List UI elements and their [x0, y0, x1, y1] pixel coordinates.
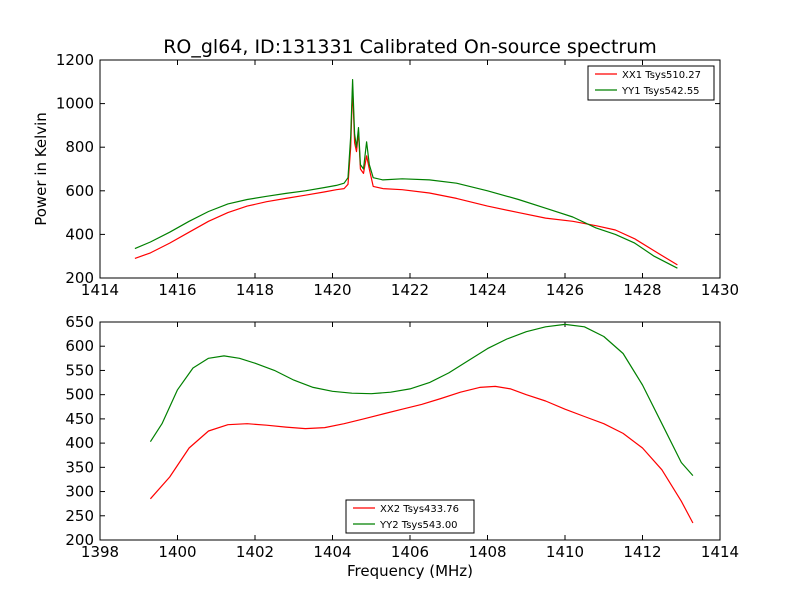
top-legend: XX1 Tsys510.27 YY1 Tsys542.55 [587, 65, 715, 101]
y-tick-label: 600 [65, 182, 94, 200]
y-tick-label: 600 [65, 337, 94, 355]
y-tick-label: 250 [65, 507, 94, 525]
top-panel: 1414 1416 1418 1420 1422 1424 1426 1428 1430 200… [32, 51, 739, 299]
bottom-legend-label-1: XX2 Tsys433.76 [380, 504, 459, 515]
bottom-legend: XX2 Tsys433.76 YY2 Tsys543.00 [345, 499, 475, 534]
series-line-2 [134, 79, 678, 269]
x-tick-label: 1428 [623, 281, 661, 299]
series-line-2 [149, 323, 694, 476]
x-tick-label: 1418 [236, 281, 274, 299]
top-x-ticks: 1414 1416 1418 1420 1422 1424 1426 1428 1430 [81, 60, 739, 299]
y-tick-label: 400 [65, 434, 94, 452]
y-tick-label: 650 [65, 313, 94, 331]
x-tick-label: 1414 [81, 281, 119, 299]
y-tick-label: 300 [65, 483, 94, 501]
x-tick-label: 1420 [313, 281, 351, 299]
y-tick-label: 800 [65, 138, 94, 156]
x-tick-label: 1416 [158, 281, 196, 299]
y-tick-label: 200 [65, 269, 94, 287]
series-line-1 [149, 385, 694, 524]
y-tick-label: 500 [65, 386, 94, 404]
y-tick-label: 350 [65, 458, 94, 476]
chart-title: RO_gl64, ID:131331 Calibrated On-source … [163, 36, 657, 58]
top-y-ticks: 200 400 600 800 1000 1200 [56, 51, 720, 287]
top-legend-label-1: XX1 Tsys510.27 [622, 70, 701, 81]
x-tick-label: 1422 [391, 281, 429, 299]
x-tick-label: 1408 [468, 543, 506, 561]
y-tick-label: 1200 [56, 51, 94, 69]
x-tick-label: 1410 [546, 543, 584, 561]
x-tick-label: 1430 [701, 281, 739, 299]
top-y-axis-label: Power in Kelvin [32, 112, 50, 226]
x-tick-label: 1424 [468, 281, 506, 299]
y-tick-label: 400 [65, 225, 94, 243]
x-tick-label: 1414 [701, 543, 739, 561]
bottom-series [149, 323, 694, 524]
top-legend-label-2: YY1 Tsys542.55 [621, 86, 700, 97]
x-tick-label: 1426 [546, 281, 584, 299]
x-tick-label: 1406 [391, 543, 429, 561]
top-series [134, 79, 678, 269]
y-tick-label: 550 [65, 361, 94, 379]
bottom-y-ticks: 200 250 300 350 400 450 500 550 600 650 [65, 313, 720, 549]
x-tick-label: 1404 [313, 543, 351, 561]
x-tick-label: 1402 [236, 543, 274, 561]
x-axis-label: Frequency (MHz) [347, 562, 473, 580]
bottom-x-ticks: 1398 1400 1402 1404 1406 1408 1410 1412 1414 [81, 322, 739, 561]
y-tick-label: 200 [65, 531, 94, 549]
x-tick-label: 1400 [158, 543, 196, 561]
y-tick-label: 450 [65, 410, 94, 428]
bottom-legend-label-2: YY2 Tsys543.00 [379, 520, 458, 531]
x-tick-label: 1412 [623, 543, 661, 561]
x-tick-label: 1398 [81, 543, 119, 561]
y-tick-label: 1000 [56, 95, 94, 113]
bottom-panel: 1398 1400 1402 1404 1406 1408 1410 1412 1414 200… [65, 313, 739, 561]
